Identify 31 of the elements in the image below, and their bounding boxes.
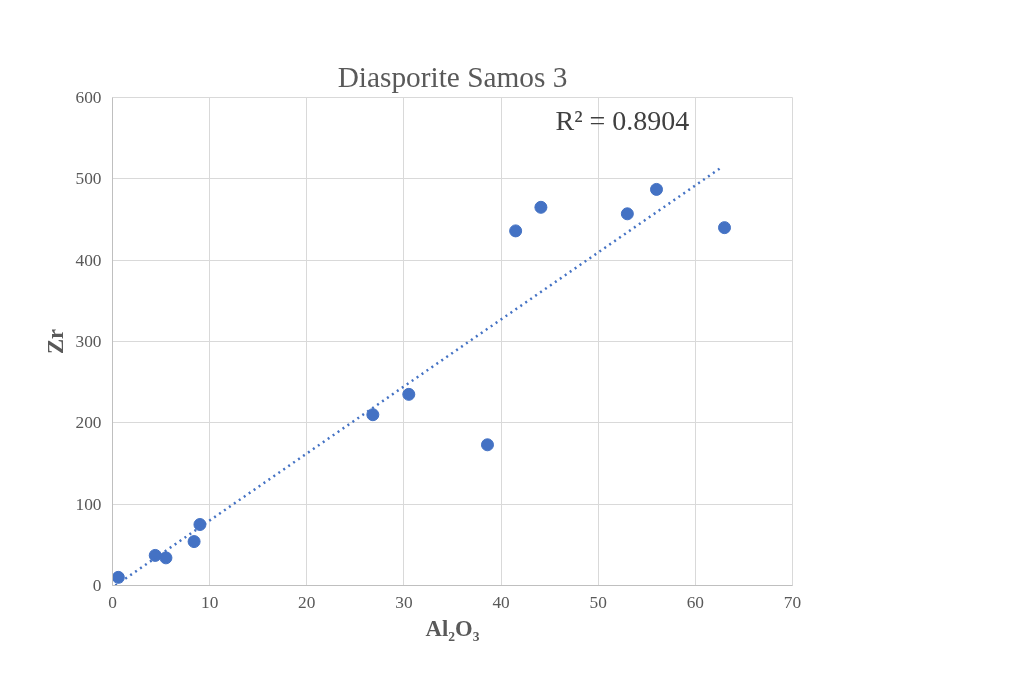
y-tick-label: 100 <box>75 494 102 514</box>
y-axis-title: Zr <box>42 328 68 355</box>
x-tick-label: 70 <box>783 592 802 612</box>
x-tick-label: 60 <box>686 592 705 612</box>
point <box>112 570 125 584</box>
point <box>402 387 416 401</box>
x-tick-label: 10 <box>200 592 219 612</box>
y-tick-label: 200 <box>75 413 102 433</box>
y-tick-label: 500 <box>75 169 102 189</box>
point <box>159 551 173 565</box>
point <box>366 408 380 422</box>
point <box>193 518 207 531</box>
x-tick-label: 40 <box>492 592 510 612</box>
point <box>718 221 731 235</box>
chart-title: Diasporite Samos 3 <box>337 60 568 93</box>
point <box>534 200 548 214</box>
x-tick-label: 0 <box>108 592 117 612</box>
point <box>650 182 663 196</box>
x-axis-title: Al₂O₃ <box>425 615 480 641</box>
point <box>187 535 201 549</box>
x-tick-label: 50 <box>589 592 607 612</box>
y-tick-label: 600 <box>75 88 102 107</box>
y-tick-label: 0 <box>92 576 102 595</box>
y-tick-label: 400 <box>75 250 102 270</box>
x-tick-label: 30 <box>395 592 413 612</box>
point <box>509 224 523 238</box>
x-tick-label: 20 <box>298 592 316 612</box>
point <box>620 207 634 221</box>
annotation: R² = 0.8904 <box>555 104 690 136</box>
point <box>480 438 494 452</box>
y-tick-label: 300 <box>75 332 102 351</box>
